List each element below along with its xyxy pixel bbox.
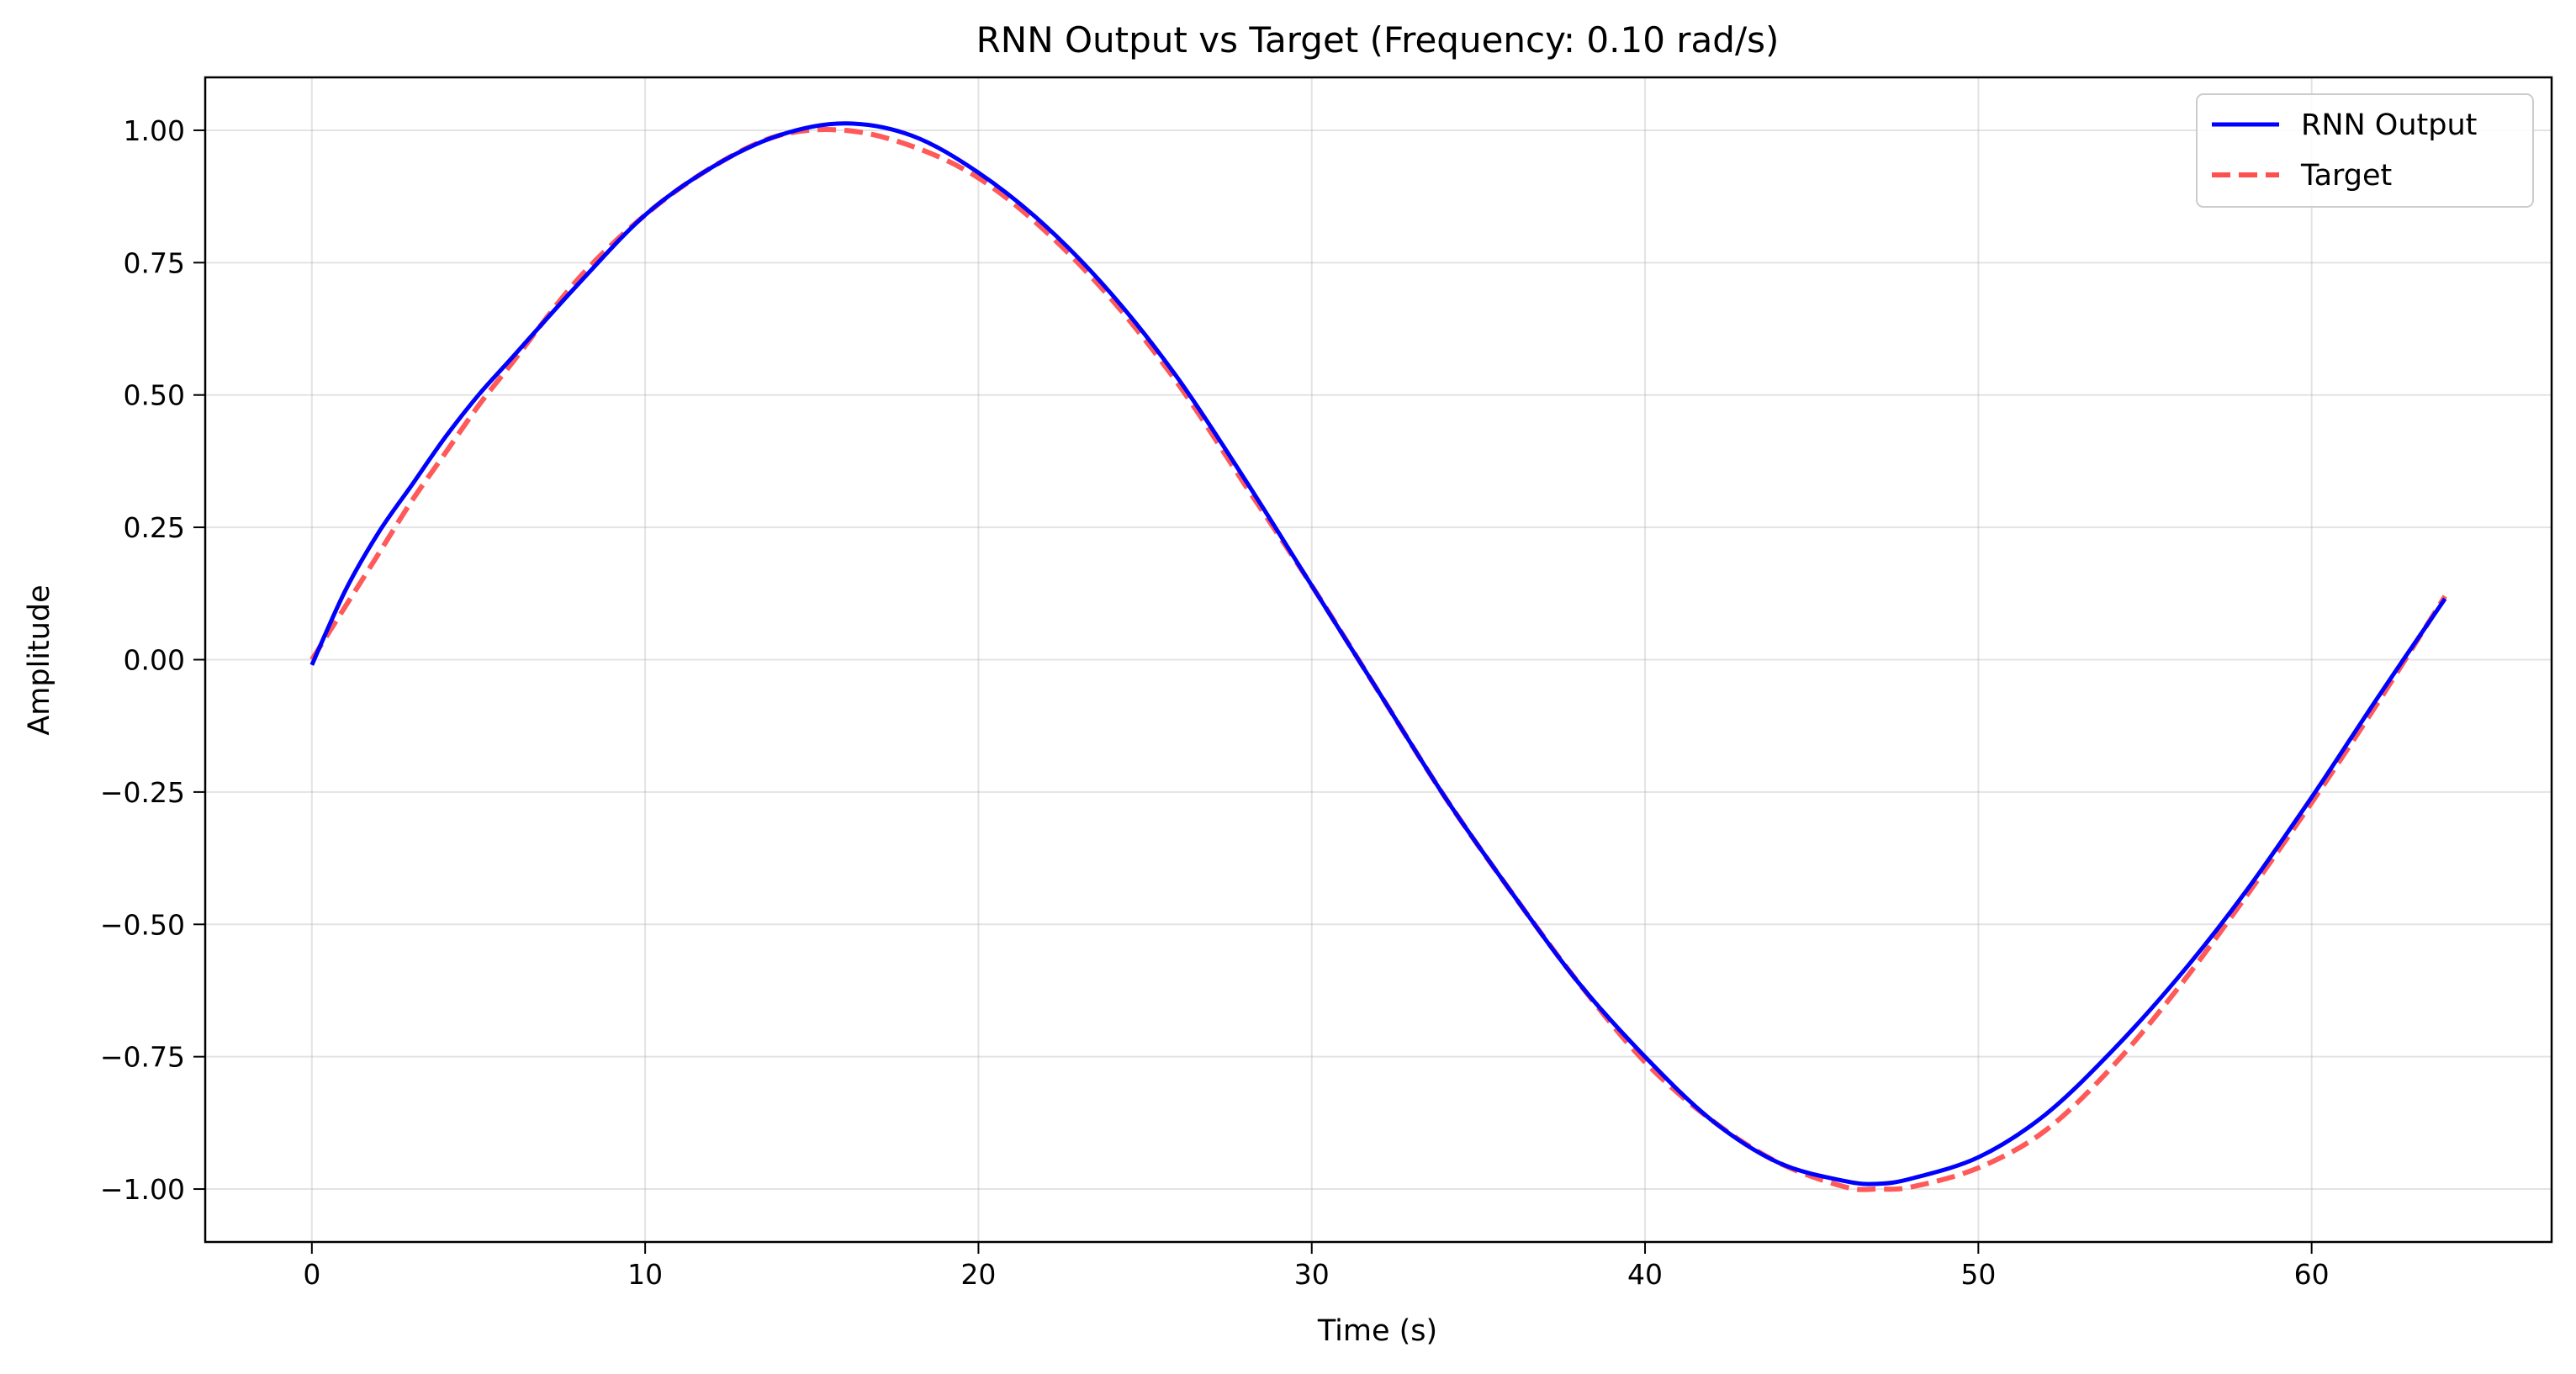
series-line-rnn-output [309, 121, 2447, 1186]
series-layer [309, 121, 2447, 1192]
y-tick-label: 0.50 [124, 379, 185, 412]
x-tick-label: 0 [303, 1258, 320, 1291]
y-tick-label: −0.50 [100, 908, 185, 941]
y-tick-label: 0.75 [124, 246, 185, 279]
x-tick-label: 10 [627, 1258, 663, 1291]
y-tick-label: −1.00 [100, 1173, 185, 1206]
grid [205, 77, 2552, 1242]
legend-label: Target [2300, 159, 2392, 193]
series-line-target [309, 127, 2447, 1192]
x-tick-label: 50 [1960, 1258, 1996, 1291]
x-axis-label: Time (s) [1317, 1314, 1437, 1348]
y-axis-label: Amplitude [23, 584, 56, 735]
x-tick-label: 30 [1294, 1258, 1330, 1291]
y-tick-label: 1.00 [124, 114, 185, 147]
y-tick-label: 0.25 [124, 511, 185, 544]
chart-title: RNN Output vs Target (Frequency: 0.10 ra… [976, 19, 1780, 61]
x-axis: 0 10 20 30 40 50 60 [303, 1242, 2330, 1291]
x-tick-label: 60 [2294, 1258, 2330, 1291]
legend-box [2196, 93, 2534, 208]
legend-label: RNN Output [2301, 108, 2477, 142]
y-tick-label: 0.00 [124, 644, 185, 677]
y-axis: 1.00 0.75 0.50 0.25 0.00 −0.25 −0.50 −0.75 −1.00 [100, 114, 205, 1206]
x-tick-label: 20 [960, 1258, 996, 1291]
y-tick-label: −0.75 [100, 1041, 185, 1074]
y-tick-label: −0.25 [100, 776, 185, 809]
x-tick-label: 40 [1627, 1258, 1663, 1291]
legend: RNN Output Target [2196, 93, 2534, 208]
